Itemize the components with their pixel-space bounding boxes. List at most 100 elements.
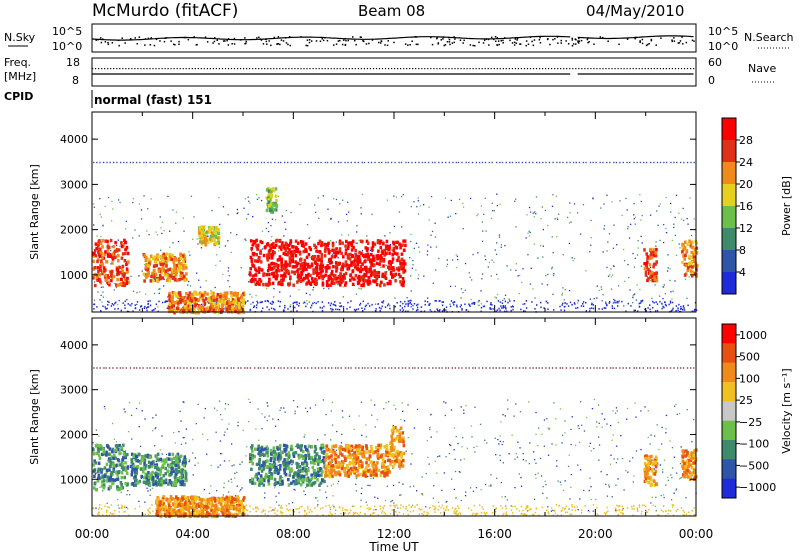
- echo-cell: [382, 242, 385, 246]
- echo-cell: [294, 412, 296, 415]
- echo-cell: [250, 277, 254, 282]
- echo-cell: [573, 258, 576, 260]
- echo-cell: [416, 408, 419, 411]
- echo-cell: [317, 241, 320, 246]
- echo-cell: [529, 508, 531, 510]
- echo-cell: [321, 307, 323, 309]
- echo-cell: [381, 259, 384, 263]
- nave-dot: [454, 68, 456, 70]
- echo-cell: [535, 462, 537, 464]
- nave-dot: [427, 68, 429, 70]
- echo-cell: [382, 473, 384, 475]
- echo-cell: [307, 279, 311, 283]
- echo-cell: [494, 510, 497, 513]
- echo-cell: [306, 300, 308, 302]
- echo-cell: [361, 367, 364, 369]
- echo-cell: [303, 258, 307, 263]
- echo-cell: [227, 280, 229, 282]
- echo-cell: [280, 268, 284, 272]
- echo-cell: [328, 288, 330, 290]
- echo-cell: [475, 161, 478, 164]
- echo-cell: [350, 300, 352, 302]
- echo-cell: [164, 511, 166, 513]
- echo-cell: [323, 305, 325, 308]
- echo-cell: [112, 274, 116, 279]
- echo-cell: [222, 494, 224, 496]
- echo-cell: [229, 161, 232, 164]
- echo-cell: [352, 245, 355, 250]
- echo-cell: [179, 410, 181, 412]
- echo-cell: [502, 305, 504, 308]
- echo-cell: [138, 402, 141, 404]
- echo-cell: [198, 291, 202, 295]
- echo-cell: [414, 367, 416, 369]
- echo-cell: [556, 465, 558, 467]
- echo-cell: [307, 161, 310, 164]
- noise-dot: [239, 39, 242, 41]
- y-tick-label: 4000: [60, 133, 88, 146]
- echo-cell: [500, 305, 502, 307]
- echo-cell: [96, 306, 98, 308]
- echo-cell: [485, 259, 487, 261]
- echo-cell: [101, 301, 103, 303]
- nave-dot: [520, 68, 522, 70]
- echo-cell: [223, 460, 226, 462]
- echo-cell: [96, 235, 98, 237]
- echo-cell: [267, 189, 271, 193]
- echo-cell: [125, 220, 127, 222]
- echo-cell: [346, 246, 350, 250]
- echo-cell: [379, 457, 382, 459]
- echo-cell: [330, 302, 332, 305]
- echo-cell: [96, 161, 98, 164]
- echo-cell: [239, 161, 242, 164]
- echo-cell: [688, 511, 690, 514]
- echo-cell: [268, 415, 270, 417]
- echo-cell: [319, 489, 321, 491]
- echo-cell: [647, 307, 649, 309]
- echo-cell: [321, 283, 325, 287]
- echo-cell: [610, 268, 612, 270]
- echo-cell: [199, 295, 202, 299]
- echo-cell: [482, 273, 484, 275]
- noise-dot: [256, 37, 258, 39]
- echo-cell: [283, 235, 285, 237]
- echo-cell: [300, 505, 302, 508]
- echo-cell: [211, 209, 213, 212]
- echo-cell: [302, 278, 305, 282]
- echo-cell: [303, 262, 307, 267]
- nave-dot: [545, 68, 547, 70]
- echo-cell: [494, 249, 496, 251]
- noise-dot: [414, 36, 416, 38]
- echo-cell: [99, 213, 101, 215]
- nave-dot: [255, 68, 257, 70]
- echo-cell: [690, 255, 693, 259]
- echo-cell: [355, 367, 357, 369]
- echo-cell: [522, 268, 524, 270]
- echo-cell: [270, 195, 273, 199]
- echo-cell: [125, 279, 128, 283]
- echo-cell: [390, 272, 393, 276]
- echo-cell: [546, 284, 549, 286]
- echo-cell: [404, 300, 406, 303]
- nave-dot: [122, 68, 124, 70]
- echo-cell: [303, 265, 307, 269]
- echo-cell: [290, 161, 293, 164]
- echo-cell: [693, 161, 695, 164]
- echo-cell: [407, 437, 409, 439]
- echo-cell: [372, 512, 374, 515]
- echo-cell: [575, 161, 577, 164]
- nave-dot: [191, 68, 193, 70]
- echo-cell: [369, 260, 372, 264]
- nave-tick-bottom: 0: [708, 74, 715, 87]
- echo-cell: [388, 367, 390, 369]
- echo-cell: [439, 300, 441, 302]
- echo-cell: [94, 283, 97, 288]
- nave-label: Nave: [748, 62, 776, 75]
- echo-cell: [335, 276, 339, 280]
- echo-cell: [674, 280, 676, 282]
- echo-cell: [329, 240, 332, 242]
- echo-cell: [496, 293, 499, 296]
- echo-cell: [271, 249, 275, 254]
- noise-dot: [516, 39, 518, 41]
- echo-cell: [132, 161, 134, 164]
